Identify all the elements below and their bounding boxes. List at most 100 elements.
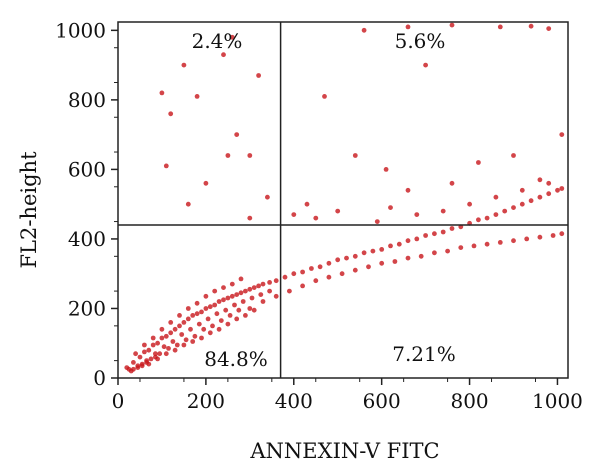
data-point [229,34,235,40]
data-point [344,255,349,261]
data-point [519,201,525,207]
data-point [168,330,174,336]
x-tick-label: 800 [450,389,488,413]
data-point [181,62,187,68]
data-point [194,94,200,99]
data-point [476,217,481,223]
data-point [502,208,508,214]
data-point [304,201,310,207]
data-point [249,295,255,301]
data-point [405,24,411,30]
data-point [528,23,534,29]
quadrant-label-lower-left: 84.8% [204,347,268,371]
data-point [405,187,411,193]
data-point [493,194,499,200]
data-point [317,264,323,270]
data-point [383,167,389,172]
data-point [131,366,136,372]
data-point [177,313,182,318]
data-point [300,269,305,275]
data-point [440,229,446,235]
data-point [471,243,477,249]
data-point [216,299,222,304]
y-tick-label: 400 [68,227,106,251]
data-point [229,281,235,287]
data-point [361,27,367,33]
data-point [194,300,200,306]
data-point [185,306,191,311]
data-point [260,299,266,304]
x-tick-label: 600 [363,389,401,413]
data-point [497,240,503,245]
data-point [212,288,218,294]
data-point [150,342,156,348]
data-point [484,241,490,247]
data-point [414,236,420,242]
data-point [335,257,341,263]
data-point [221,285,226,290]
data-point [179,332,185,337]
data-point [267,288,272,294]
y-tick-label: 0 [93,366,106,390]
data-point [168,320,174,325]
data-point [196,321,202,327]
data-point [440,208,446,214]
data-point [546,180,552,186]
data-point [467,201,472,207]
data-point [247,215,253,221]
x-tick-label: 400 [275,389,313,413]
data-point [291,212,297,218]
data-point [352,253,358,259]
data-point [190,313,196,318]
data-point [199,309,204,315]
data-point [142,342,147,348]
data-point [243,313,248,318]
data-point [449,226,455,231]
data-point [243,288,248,294]
data-point [207,304,213,310]
y-tick-label: 1000 [55,18,106,42]
data-point [185,201,191,207]
data-point [445,248,450,254]
data-point [174,342,180,348]
data-point [322,94,327,99]
data-point [326,274,332,280]
data-point [227,313,233,318]
data-point [449,22,455,28]
data-point [163,351,169,357]
data-point [166,346,171,351]
data-point [238,290,244,296]
data-point [214,311,220,317]
data-point [313,278,319,284]
data-point [392,259,398,264]
data-point [225,321,231,327]
data-point [300,283,305,289]
data-point [159,326,165,332]
data-point [423,62,428,68]
data-point [476,160,481,165]
data-point [273,293,279,299]
data-point [559,186,565,191]
data-point [335,208,341,214]
data-point [181,320,187,325]
data-point [190,339,196,344]
data-point [238,276,244,282]
data-point [511,205,516,211]
data-point [210,323,215,329]
data-point [396,241,402,247]
data-point [225,153,231,158]
data-point [379,247,385,252]
quadrant-label-upper-right: 5.6% [395,29,446,53]
data-point [537,234,543,240]
y-axis-ticks: 0 200 400 600 800 1000 [55,18,118,390]
data-point [131,360,136,365]
data-point [256,283,261,289]
data-point [418,253,424,259]
data-point [559,132,565,138]
y-axis-title: FL2-height [17,151,41,269]
data-point [172,326,178,332]
data-point [432,250,437,256]
data-point [177,323,182,329]
x-tick-label: 200 [187,389,225,413]
data-point [493,212,499,218]
